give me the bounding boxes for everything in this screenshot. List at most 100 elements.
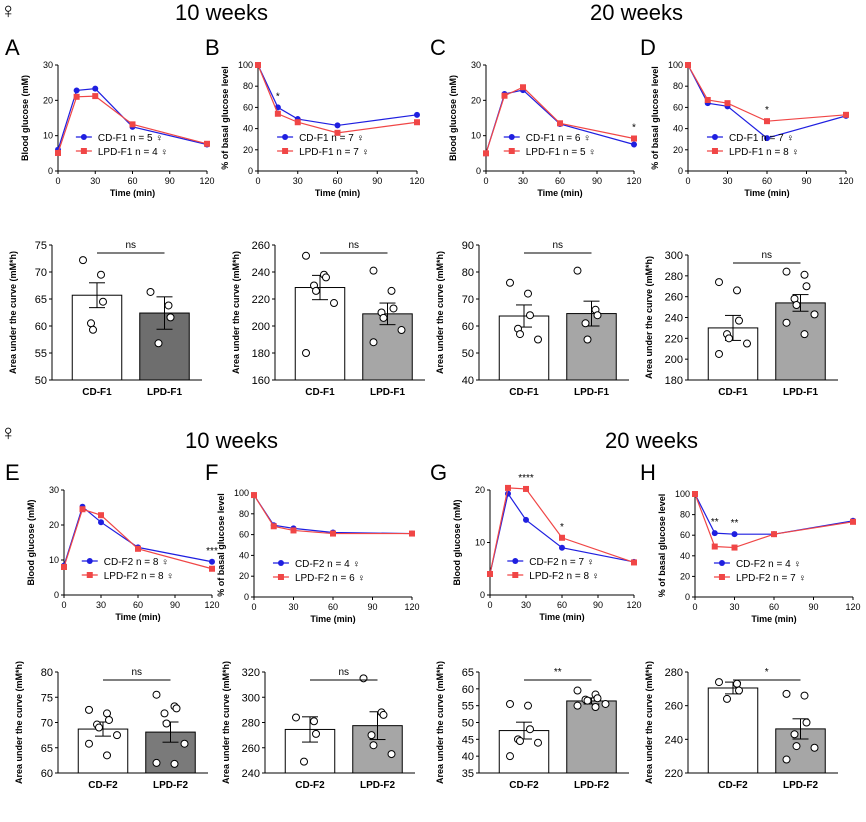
data-point bbox=[90, 326, 97, 333]
data-point bbox=[114, 732, 121, 739]
legend-marker bbox=[512, 572, 518, 578]
data-point bbox=[535, 336, 542, 343]
data-point bbox=[594, 695, 601, 702]
x-tick-label: 30 bbox=[90, 176, 100, 186]
legend-marker bbox=[81, 134, 87, 140]
y-tick-label: 75 bbox=[41, 692, 53, 704]
bar-LPD-F2 bbox=[567, 701, 617, 773]
data-point-LPD-F1 bbox=[557, 120, 563, 126]
significance-label: ns bbox=[338, 667, 349, 678]
data-point bbox=[535, 739, 542, 746]
line-chart-H: H0204060801000306090120Time (min)% of ba… bbox=[640, 460, 861, 624]
x-axis-label: Time (min) bbox=[110, 188, 155, 198]
legend-marker bbox=[87, 558, 93, 564]
x-axis-label: Time (min) bbox=[310, 614, 355, 624]
legend-label: CD-F1 n = 5 ♀ bbox=[98, 133, 163, 144]
x-tick-label: 60 bbox=[332, 176, 342, 186]
y-tick-label: 60 bbox=[35, 321, 47, 333]
data-point-LPD-F1 bbox=[74, 94, 80, 100]
data-point bbox=[724, 695, 731, 702]
category-label: CD-F1 bbox=[718, 387, 748, 398]
data-point-LPD-F1 bbox=[764, 118, 770, 124]
y-tick-label: 280 bbox=[665, 667, 683, 679]
data-point bbox=[791, 731, 798, 738]
y-axis-label: Area under the curve (mM*h) bbox=[8, 251, 18, 374]
bar-CD-F2 bbox=[708, 688, 758, 773]
category-label: LPD-F1 bbox=[370, 387, 405, 398]
x-tick-label: 90 bbox=[367, 602, 377, 612]
data-point bbox=[380, 711, 387, 718]
data-point-LPD-F1 bbox=[55, 150, 61, 156]
x-tick-label: 60 bbox=[762, 176, 772, 186]
data-point bbox=[104, 710, 111, 717]
bar-chart-F2: 240260280300320Area under the curve (mM*… bbox=[221, 661, 415, 791]
x-tick-label: 0 bbox=[487, 600, 492, 610]
section-title-top-right: 20 weeks bbox=[590, 0, 683, 25]
category-label: CD-F2 bbox=[509, 780, 539, 791]
category-label: CD-F1 bbox=[305, 387, 335, 398]
data-point bbox=[100, 298, 107, 305]
y-tick-label: 60 bbox=[243, 102, 253, 112]
legend-marker bbox=[81, 148, 87, 154]
data-point-LPD-F2 bbox=[80, 506, 86, 512]
y-axis-label: Area under the curve (mM*h) bbox=[231, 251, 241, 374]
panel-letter: F bbox=[205, 460, 218, 485]
data-point-LPD-F2 bbox=[135, 546, 141, 552]
legend-marker bbox=[509, 148, 515, 154]
y-tick-label: 90 bbox=[462, 240, 474, 252]
data-point bbox=[803, 719, 810, 726]
legend-label: CD-F1 n = 6 ♀ bbox=[526, 133, 591, 144]
significance-label: ** bbox=[711, 517, 719, 528]
y-tick-label: 60 bbox=[673, 102, 683, 112]
y-tick-label: 300 bbox=[665, 250, 683, 262]
figure: ♀ 10 weeks 20 weeks ♀ 10 weeks 20 weeks … bbox=[0, 0, 866, 822]
y-axis-label: Blood glucose (mM) bbox=[448, 75, 458, 161]
data-point-LPD-F2 bbox=[251, 492, 257, 498]
data-point-CD-F1 bbox=[74, 87, 80, 93]
y-tick-label: 60 bbox=[41, 768, 53, 780]
data-point bbox=[584, 697, 591, 704]
data-point bbox=[734, 287, 741, 294]
section-title-top-left: 10 weeks bbox=[175, 0, 268, 25]
data-point bbox=[716, 679, 723, 686]
legend-marker bbox=[712, 134, 718, 140]
data-point-LPD-F1 bbox=[92, 93, 98, 99]
data-point bbox=[163, 720, 170, 727]
x-axis-label: Time (min) bbox=[539, 612, 584, 622]
x-tick-label: 120 bbox=[626, 600, 641, 610]
y-tick-label: 55 bbox=[462, 701, 474, 713]
x-axis-label: Time (min) bbox=[315, 188, 360, 198]
y-tick-label: 220 bbox=[252, 294, 270, 306]
y-tick-label: 300 bbox=[242, 692, 260, 704]
significance-label: **** bbox=[518, 473, 534, 484]
data-point bbox=[793, 743, 800, 750]
y-tick-label: 260 bbox=[252, 240, 270, 252]
data-point-LPD-F2 bbox=[712, 544, 718, 550]
y-tick-label: 220 bbox=[665, 333, 683, 345]
y-tick-label: 65 bbox=[35, 294, 47, 306]
legend-label: LPD-F2 n = 7 ♀ bbox=[736, 573, 806, 584]
panel-letter: H bbox=[640, 460, 656, 485]
data-point-LPD-F2 bbox=[505, 485, 511, 491]
data-point bbox=[380, 314, 387, 321]
significance-label: * bbox=[276, 91, 280, 102]
data-point bbox=[801, 271, 808, 278]
y-tick-label: 0 bbox=[48, 166, 53, 176]
y-axis-label: % of basal glucose level bbox=[650, 66, 660, 170]
sex-symbol-bottom: ♀ bbox=[0, 420, 17, 445]
data-point bbox=[574, 267, 581, 274]
y-tick-label: 0 bbox=[244, 592, 249, 602]
significance-label: ns bbox=[552, 240, 563, 251]
data-point-LPD-F2 bbox=[850, 519, 856, 525]
data-point-CD-F1 bbox=[335, 122, 341, 128]
data-point-CD-F1 bbox=[631, 142, 637, 148]
y-tick-label: 240 bbox=[665, 313, 683, 325]
y-axis-label: Area under the curve (mM*h) bbox=[435, 251, 445, 374]
y-tick-label: 100 bbox=[675, 489, 690, 499]
bar-chart-H2: 220240260280Area under the curve (mM*h)C… bbox=[644, 661, 838, 791]
y-tick-label: 10 bbox=[475, 538, 485, 548]
legend-label: LPD-F1 n = 5 ♀ bbox=[526, 147, 596, 158]
y-tick-label: 10 bbox=[43, 131, 53, 141]
x-axis-label: Time (min) bbox=[751, 614, 796, 624]
bar-chart-A2: 505560657075Area under the curve (mM*h)C… bbox=[8, 240, 202, 398]
